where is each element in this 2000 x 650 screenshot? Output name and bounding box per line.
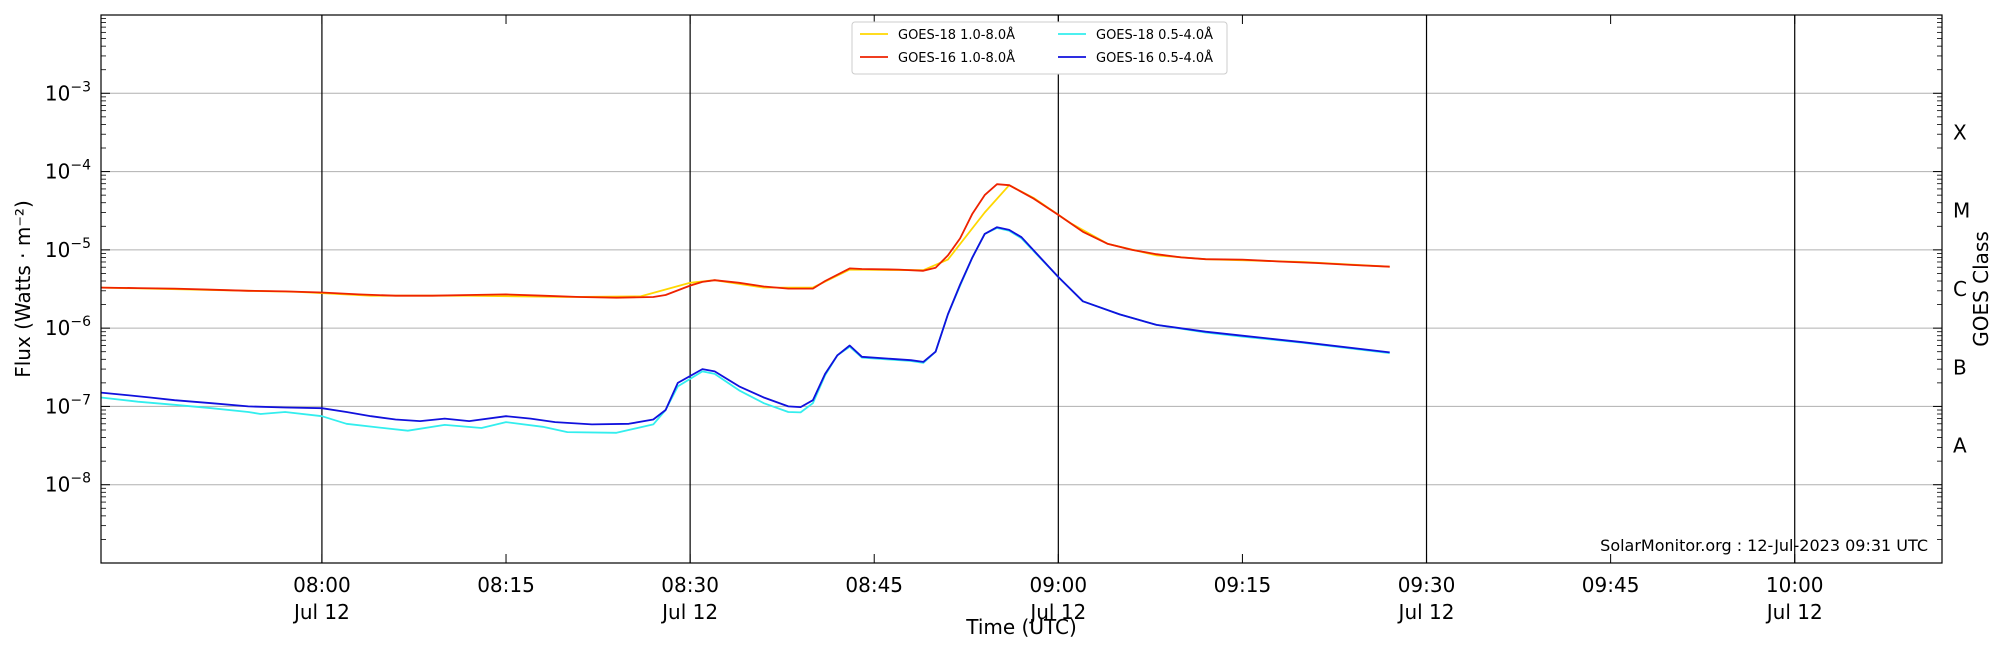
credit-text: SolarMonitor.org : 12-Jul-2023 09:31 UTC xyxy=(1600,536,1928,555)
x-tick-date-label: Jul 12 xyxy=(1397,600,1455,624)
x-axis-title: Time (UTC) xyxy=(965,615,1077,639)
y-tick-label: 10−6 xyxy=(45,314,91,340)
series-line xyxy=(100,227,1390,434)
y-tick-label: 10−7 xyxy=(45,392,91,418)
y-axis-title: Flux (Watts · m⁻²) xyxy=(11,200,35,378)
y-tick-label: 10−5 xyxy=(45,236,91,262)
series-line xyxy=(100,226,1390,426)
x-tick-date-label: Jul 12 xyxy=(1765,600,1823,624)
plot-frame xyxy=(100,14,1943,564)
series-line xyxy=(100,184,1390,298)
goes-class-label: X xyxy=(1953,120,1967,144)
legend-box xyxy=(851,21,1228,75)
legend-label: GOES-16 0.5-4.0Å xyxy=(1096,50,1213,66)
goes-class-label: C xyxy=(1953,277,1967,301)
grid-lines xyxy=(101,92,1942,486)
x-tick-date-label: Jul 12 xyxy=(660,600,718,624)
legend-label: GOES-16 1.0-8.0Å xyxy=(898,50,1015,66)
x-tick-label: 09:15 xyxy=(1214,573,1272,597)
y-tick-label: 10−3 xyxy=(45,79,91,105)
x-tick-date-label: Jul 12 xyxy=(292,600,350,624)
legend-label: GOES-18 1.0-8.0Å xyxy=(898,27,1015,43)
x-tick-label: 08:30 xyxy=(661,573,719,597)
goes-class-axis: X M C B A xyxy=(1953,120,1970,457)
x-tick-label: 09:30 xyxy=(1398,573,1456,597)
legend-label: GOES-18 0.5-4.0Å xyxy=(1096,27,1213,43)
legend: GOES-18 1.0-8.0Å GOES-16 1.0-8.0Å GOES-18 … xyxy=(851,21,1228,75)
series-lines xyxy=(100,183,1390,434)
x-tick-label: 08:00 xyxy=(293,573,351,597)
goes-class-axis-title: GOES Class xyxy=(1969,231,1993,347)
x-tick-label: 08:15 xyxy=(477,573,535,597)
goes-class-label: B xyxy=(1953,355,1967,379)
x-tick-label: 08:45 xyxy=(845,573,903,597)
goes-class-label: A xyxy=(1953,434,1967,458)
x-axis-ticks: 08:00 Jul 12 08:15 08:30 Jul 12 08:45 09:00 Jul… xyxy=(292,15,1824,624)
x-tick-date-label: Jul 12 xyxy=(1028,600,1086,624)
x-tick-label: 09:45 xyxy=(1582,573,1640,597)
x-tick-label: 10:00 xyxy=(1766,573,1824,597)
y-tick-label: 10−8 xyxy=(45,471,91,497)
series-line xyxy=(100,183,1390,299)
y-axis-ticks: 10−3 10−4 10−5 10−6 10−7 10−8 xyxy=(45,18,1942,540)
goes-class-label: M xyxy=(1953,199,1970,223)
x-tick-label: 09:00 xyxy=(1029,573,1087,597)
y-tick-label: 10−4 xyxy=(45,158,91,184)
day-marker-lines xyxy=(321,15,1796,563)
